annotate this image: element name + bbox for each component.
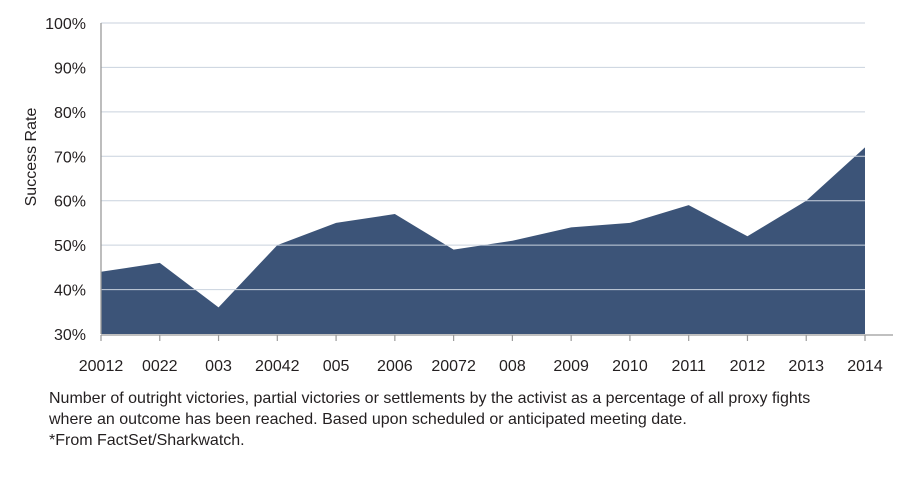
x-tick-label: 2013 (788, 358, 824, 375)
y-tick-label: 60% (54, 194, 86, 211)
y-tick-label: 90% (54, 60, 86, 77)
x-tick-label: 2011 (671, 358, 706, 375)
x-tick-label: 2006 (377, 358, 413, 375)
x-tick-label: 008 (499, 358, 526, 375)
x-tick-label: 20072 (431, 358, 476, 375)
y-tick-label: 70% (54, 149, 86, 166)
y-axis-title: Success Rate (23, 108, 40, 207)
x-tick-label: 20042 (255, 358, 300, 375)
y-axis-ticks: 30% 40% 50% 60% 70% 80% 90% 100% (45, 16, 86, 344)
y-tick-label: 100% (45, 16, 86, 33)
x-tick-label: 003 (205, 358, 232, 375)
x-tick-label: 2009 (553, 358, 589, 375)
x-tick-label: 005 (323, 358, 350, 375)
success-rate-area (101, 147, 865, 334)
x-axis-ticks: 20012 0022 003 20042 005 2006 20072 008 2009 2010… (79, 335, 883, 375)
note-line-1: Number of outright victories, partial vi… (49, 390, 811, 407)
note-line-2: where an outcome has been reached. Based… (49, 411, 687, 428)
x-tick-label: 2014 (847, 358, 883, 375)
success-rate-area-chart: 30%40%50%60%70%80%90%100% 20012 0022 003 20… (23, 16, 893, 375)
y-tick-label: 40% (54, 283, 86, 300)
y-tick-label: 30% (54, 327, 86, 344)
chart-notes: Number of outright victories, partial vi… (49, 388, 909, 451)
gridlines (101, 22, 865, 291)
x-tick-label: 0022 (142, 358, 178, 375)
x-tick-label: 20012 (79, 358, 124, 375)
x-tick-label: 2012 (730, 358, 766, 375)
axes (100, 23, 893, 336)
x-tick-label: 2010 (612, 358, 648, 375)
source-note: *From FactSet/Sharkwatch. (49, 432, 245, 449)
y-tick-label: 50% (54, 238, 86, 255)
y-tick-label: 80% (54, 105, 86, 122)
